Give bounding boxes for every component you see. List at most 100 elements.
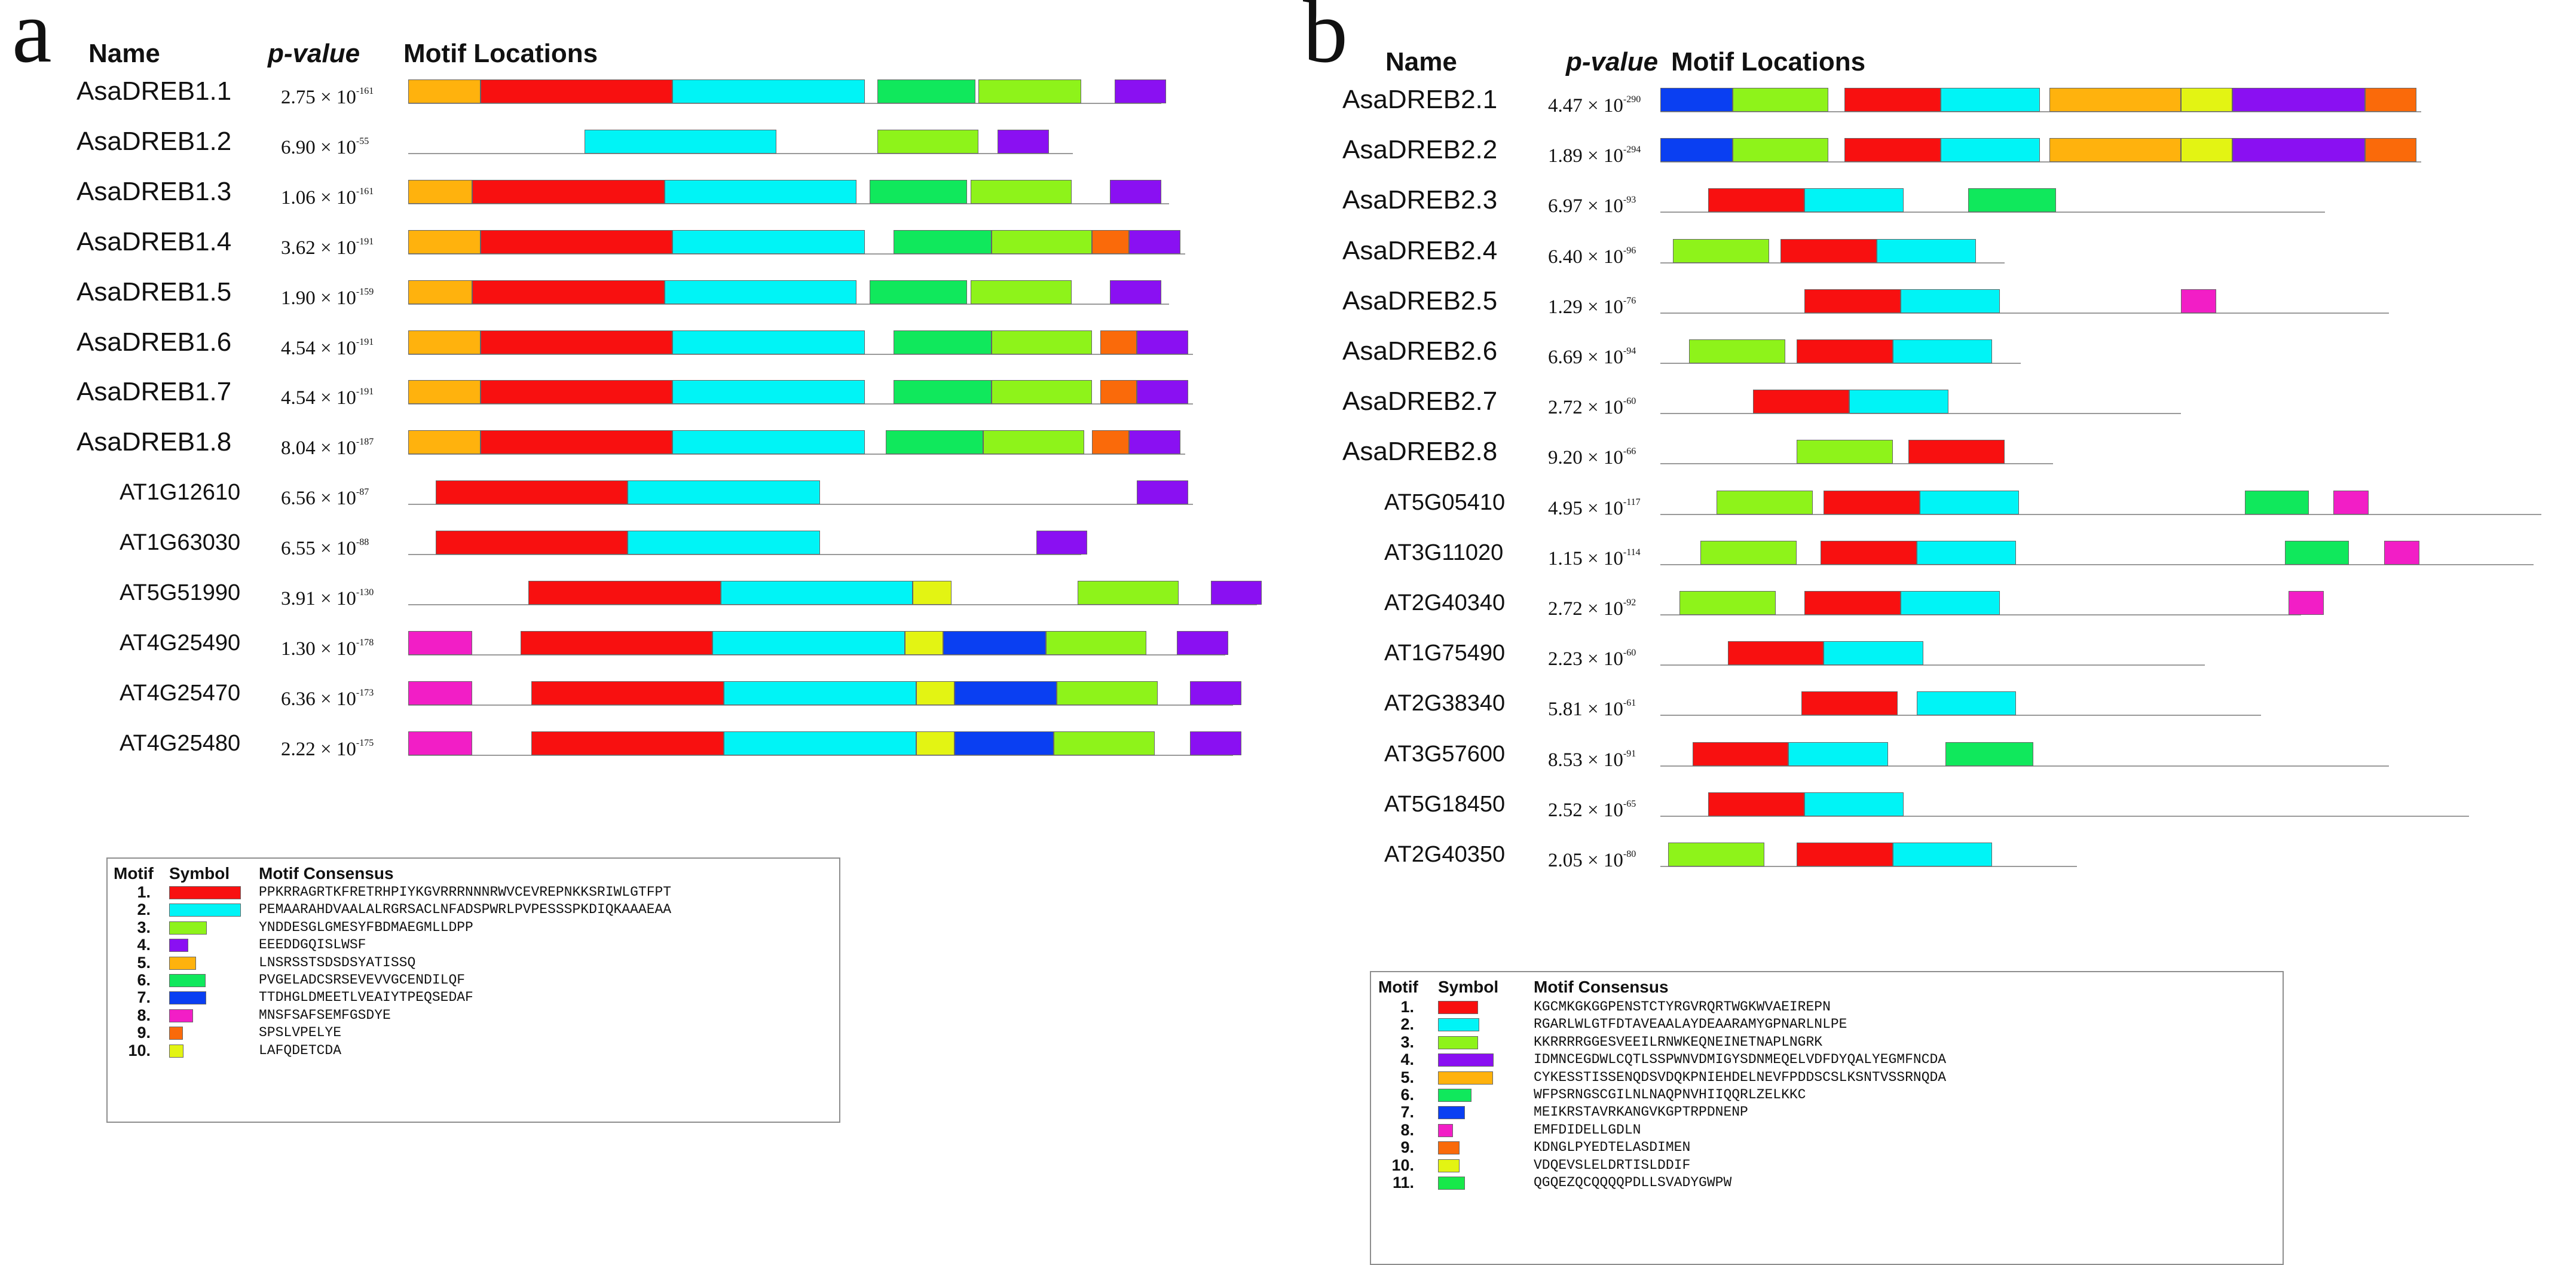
legend-motif-1-symbol [169,886,241,899]
sequence-name: AT2G40350 [1384,842,1506,867]
sequence-row: AsaDREB2.2 1.89 × 10-294 [1279,132,2576,168]
legend-motif-2-symbol [169,903,241,917]
p-value: 5.81 × 10-61 [1548,685,1636,721]
legend-motif-number: 7. [137,988,151,1007]
legend-motif-6-symbol [1438,1089,1471,1102]
motif-3-box [1689,339,1786,363]
motif-4-box [1114,79,1166,103]
sequence-row: AsaDREB1.6 4.54 × 10-191 [0,324,1279,360]
header-pvalue: p-value [1566,47,1659,76]
sequence-track [1660,866,2077,867]
motif-3-box [1673,238,1770,263]
sequence-track [1660,513,2541,515]
p-value-times-ten: × 10 [315,688,356,710]
p-value-times-ten: × 10 [315,237,356,259]
motif-10-box [916,681,954,705]
p-value-exponent: -178 [356,637,374,648]
p-value-times-ten: × 10 [315,437,356,460]
legend-motif-consensus: IDMNCEGDWLCQTLSSPWNVDMIGYSDNMEQELVDFDYQA… [1534,1052,1947,1068]
motif-1-box [1692,742,1789,766]
p-value-exponent: -191 [356,336,374,347]
motif-2-box [1824,641,1923,666]
p-value-mantissa: 1.89 [1548,145,1583,167]
p-value: 2.22 × 10-175 [281,725,374,761]
motif-8-box [2288,591,2324,615]
panel-letter: b [1303,0,1348,81]
motif-1-box [520,630,713,655]
p-value-mantissa: 6.56 [281,488,316,510]
sequence-track [408,203,1169,204]
motif-9-box [2365,138,2416,163]
motif-9-box [2365,88,2416,112]
legend-header-motif: Motif [114,864,154,883]
motif-4-box [1137,480,1189,505]
p-value-exponent: -60 [1623,648,1636,658]
p-value-mantissa: 8.53 [1548,749,1583,771]
motif-4-box [2232,138,2366,163]
motif-10-box [916,731,954,755]
motif-2-box [1849,390,1949,414]
motif-6-box [885,430,984,455]
legend-entry: 2. PEMAARAHDVAALALRGRSACLNFADSPWRLPVPESSS… [108,901,839,918]
motif-1-box [531,681,724,705]
legend-motif-3-symbol [169,921,207,935]
p-value-mantissa: 4.54 [281,387,316,409]
panel-b: b Name p-value Motif Locations AsaDREB2.… [1279,0,2576,1265]
sequence-row: AT5G05410 4.95 × 10-117 [1279,485,2576,520]
p-value-exponent: -191 [356,236,374,247]
legend-motif-consensus: SPSLVPELYE [259,1025,342,1041]
legend-motif-number: 8. [137,1006,151,1024]
legend-entry: 10. LAFQDETCDA [108,1042,839,1059]
p-value-mantissa: 1.90 [281,287,316,309]
motif-3-box [970,280,1072,304]
legend-motif-5-symbol [169,956,196,970]
legend-entry: 6. WFPSRNGSCGILNLNAQPNVHIIQQRLZELKKC [1371,1086,2283,1104]
motif-2-box [720,581,913,605]
motif-3-box [1057,681,1158,705]
motif-1-box [435,531,628,555]
sequence-row: AsaDREB1.4 3.62 × 10-191 [0,224,1279,260]
legend-motif-number: 10. [128,1041,151,1059]
p-value: 9.20 × 10-66 [1548,434,1636,470]
legend-header-consensus: Motif Consensus [259,864,394,883]
legend-motif-7-symbol [169,991,206,1005]
motif-1-box [1708,188,1805,213]
p-value-mantissa: 8.04 [281,437,316,460]
p-value-mantissa: 1.06 [281,186,316,209]
p-value: 4.47 × 10-290 [1548,82,1641,118]
motif-5-box [408,330,481,354]
sequence-track [408,554,1081,556]
p-value-exponent: -117 [1623,497,1641,507]
legend-motif-2-symbol [1438,1018,1480,1032]
legend-entry: 9. SPSLVPELYE [108,1024,839,1042]
p-value-times-ten: × 10 [1582,246,1623,268]
sequence-track [1660,161,2421,163]
motif-6-box [877,79,975,103]
motif-2-box [723,681,916,705]
motif-1-box [480,330,673,354]
motif-2-box [1901,591,2000,615]
p-value-mantissa: 6.36 [281,688,316,710]
legend-motif-number: 1. [137,883,151,901]
motif-6-box [2285,540,2349,565]
sequence-name: AT1G75490 [1384,641,1506,666]
motif-3-box [991,330,1093,354]
sequence-track [408,103,1161,104]
motif-4-box [1189,731,1241,755]
legend-entry: 5. LNSRSSTSDSDSYATISSQ [108,954,839,972]
legend-entry: 5. CYKESSTISSENQDSVDQKPNIEHDELNEVFPDDSCSL… [1371,1068,2283,1086]
legend-motif-consensus: EEEDDGQISLWSF [259,937,366,953]
motif-1-box [472,280,665,304]
motif-6-box [894,380,992,405]
legend-entry: 1. KGCMKGKGGPENSTCTYRGVRQRTWGKWVAEIREPN [1371,998,2283,1016]
legend-motif-number: 11. [1392,1174,1414,1192]
motif-3-box [1700,540,1797,565]
motif-4-box [1109,280,1161,304]
sequence-track [1660,212,2326,213]
motif-3-box [991,229,1093,254]
motif-4-box [1137,330,1189,354]
p-value-times-ten: × 10 [315,387,356,409]
p-value: 2.23 × 10-60 [1548,635,1636,671]
motif-10-box [2181,138,2232,163]
sequence-name: AsaDREB2.2 [1342,135,1498,165]
